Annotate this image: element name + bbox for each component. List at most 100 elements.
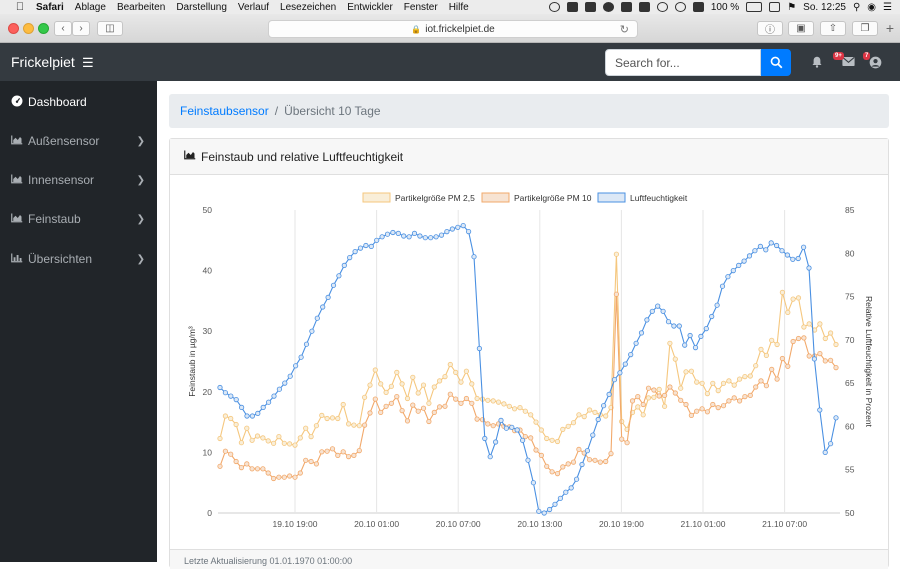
sidebar-toggle-button[interactable]: ◫ — [97, 21, 123, 36]
menu-item-entwickler[interactable]: Entwickler — [347, 1, 393, 13]
app-icon[interactable] — [566, 2, 578, 12]
menu-item-safari[interactable]: Safari — [36, 1, 64, 13]
data-point — [678, 385, 684, 391]
sidebar-item-feinstaub[interactable]: Feinstaub ❯ — [0, 209, 157, 229]
y-tick-label: 50 — [203, 205, 213, 215]
bar-chart-icon — [11, 253, 25, 266]
data-point — [768, 240, 774, 246]
breadcrumb-link[interactable]: Feinstaubsensor — [180, 104, 269, 118]
dropbox-icon[interactable] — [602, 2, 614, 12]
volume-icon[interactable] — [692, 2, 704, 12]
data-point — [533, 447, 539, 453]
menu-item-fenster[interactable]: Fenster — [403, 1, 438, 13]
data-point — [827, 330, 834, 336]
card-header: Feinstaub und relative Luftfeuchtigkeit — [170, 139, 888, 175]
data-point — [313, 461, 319, 467]
hamburger-icon[interactable]: ☰ — [82, 55, 94, 70]
sidebar-item-label: Feinstaub — [28, 212, 81, 226]
data-point — [458, 400, 464, 406]
brand[interactable]: Frickelpiet — [11, 54, 75, 70]
new-tab-icon[interactable]: + — [885, 20, 894, 36]
bank-icon[interactable] — [584, 2, 596, 12]
data-point — [833, 341, 839, 348]
user-icon[interactable] — [869, 56, 882, 72]
sidebar-item-uebersichten[interactable]: Übersichten ❯ — [0, 249, 157, 269]
data-point — [672, 356, 678, 362]
data-point — [410, 374, 416, 380]
bell-icon[interactable] — [811, 56, 823, 71]
data-point — [608, 450, 614, 457]
sidebar-item-label: Dashboard — [28, 95, 87, 109]
apple-icon[interactable]:  — [14, 1, 26, 13]
extension-button[interactable]: ⓘ — [757, 21, 783, 36]
wifi-icon[interactable] — [674, 2, 686, 12]
legend-label: Partikelgröße PM 2,5 — [395, 193, 475, 203]
reload-icon[interactable]: ↻ — [619, 24, 629, 36]
search-icon[interactable]: ⚲ — [852, 1, 861, 13]
data-point — [233, 458, 239, 465]
data-point — [774, 376, 780, 382]
data-point — [442, 373, 448, 380]
close-window-button[interactable] — [8, 23, 19, 34]
menu-item-darstellung[interactable]: Darstellung — [176, 1, 227, 13]
evernote-button[interactable]: ▣ — [788, 21, 814, 36]
data-point — [758, 346, 764, 352]
display-icon[interactable] — [769, 2, 781, 12]
data-point — [703, 325, 709, 332]
time-machine-icon[interactable] — [656, 2, 668, 12]
data-point — [399, 381, 405, 387]
data-point — [726, 398, 732, 404]
back-button[interactable]: ‹ — [54, 21, 72, 36]
search-input[interactable] — [605, 49, 761, 76]
data-point — [645, 395, 652, 401]
data-point — [709, 313, 715, 320]
menu-item-lesezeichen[interactable]: Lesezeichen — [280, 1, 337, 13]
sidebar-item-dashboard[interactable]: Dashboard — [0, 92, 157, 112]
battery-icon[interactable] — [746, 2, 763, 12]
data-point — [474, 416, 480, 422]
runner-icon[interactable]: ⚑ — [787, 1, 797, 13]
sidebar-item-innensensor[interactable]: Innensensor ❯ — [0, 170, 157, 190]
data-point — [292, 442, 298, 448]
data-point — [742, 373, 748, 380]
clock[interactable]: So. 12:25 — [803, 1, 846, 13]
tabs-overview-button[interactable]: ❐ — [852, 21, 878, 36]
data-point — [806, 265, 812, 271]
alerts-badge: 9+ — [833, 52, 844, 60]
data-point — [458, 379, 464, 385]
data-point — [298, 354, 304, 360]
data-point — [260, 466, 266, 472]
minimize-window-button[interactable] — [23, 23, 34, 34]
menu-item-hilfe[interactable]: Hilfe — [448, 1, 469, 13]
address-bar[interactable]: 🔒 iot.frickelpiet.de ↻ — [268, 20, 638, 38]
info-icon[interactable] — [548, 2, 560, 12]
data-point — [255, 410, 261, 416]
forward-button[interactable]: › — [72, 21, 90, 36]
menu-item-ablage[interactable]: Ablage — [74, 1, 106, 13]
envelope-icon[interactable] — [842, 56, 855, 70]
menu-item-bearbeiten[interactable]: Bearbeiten — [116, 1, 166, 13]
menu-list-icon[interactable]: ☰ — [883, 1, 892, 13]
data-point — [710, 380, 716, 386]
data-point — [474, 395, 480, 402]
data-point — [576, 446, 582, 452]
data-point — [463, 368, 469, 374]
menu-item-verlauf[interactable]: Verlauf — [237, 1, 270, 13]
search-button[interactable] — [761, 49, 791, 76]
evernote-icon[interactable] — [620, 2, 632, 12]
sidebar-item-label: Außensensor — [28, 134, 100, 148]
siri-icon[interactable]: ◉ — [867, 1, 877, 13]
data-point — [570, 420, 577, 426]
data-point — [383, 389, 389, 395]
x-tick-label: 21.10 01:00 — [681, 519, 726, 529]
sidebar-item-aussensensor[interactable]: Außensensor ❯ — [0, 131, 157, 151]
share-button[interactable]: ⇧ — [820, 21, 846, 36]
keyboard-icon[interactable] — [638, 2, 650, 12]
data-point — [736, 262, 742, 268]
data-point — [694, 408, 700, 414]
zoom-window-button[interactable] — [38, 23, 49, 34]
url-text: iot.frickelpiet.de — [425, 23, 495, 35]
data-point — [401, 233, 407, 239]
data-point — [606, 391, 612, 397]
data-point — [676, 323, 682, 329]
